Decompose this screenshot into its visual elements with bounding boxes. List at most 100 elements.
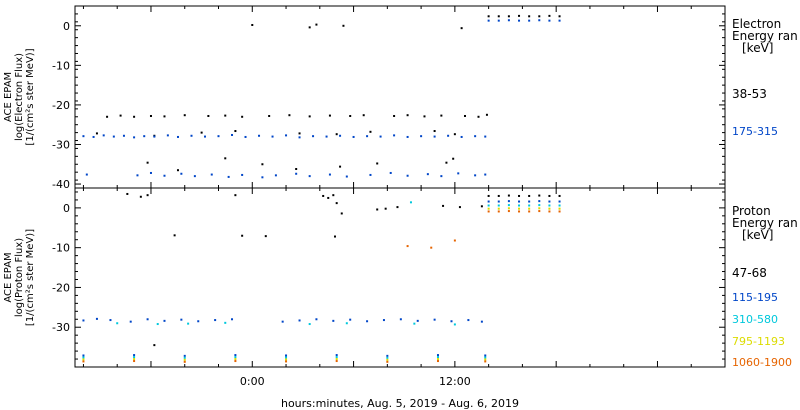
proton-point-47-68	[126, 192, 129, 195]
proton-point-47-68	[442, 204, 445, 207]
electron-point-38-53	[376, 162, 379, 165]
proton-point-47-68	[558, 194, 561, 197]
electron-point-175-315	[426, 173, 429, 176]
electron-point-175-315	[85, 173, 88, 176]
electron-point-38-53	[460, 27, 463, 30]
electron-point-175-315	[474, 174, 477, 177]
proton-y-axis-label-line: [1/(cm²s ster MeV)]	[25, 229, 36, 326]
proton-point-1060-1900	[484, 360, 487, 363]
proton-point-47-68	[507, 194, 510, 197]
electron-point-175-315	[193, 175, 196, 178]
electron-point-38-53	[464, 114, 466, 117]
proton-point-47-68	[528, 194, 531, 197]
electron-point-175-315	[176, 135, 179, 138]
electron-point-38-53	[251, 23, 254, 26]
proton-point-115-195	[183, 354, 186, 357]
electron-point-38-53	[149, 114, 152, 117]
proton-point-1060-1900	[528, 210, 531, 213]
proton-point-115-195	[129, 320, 132, 323]
proton-point-47-68	[153, 344, 156, 347]
proton-point-115-195	[528, 200, 531, 203]
proton-point-47-68	[334, 235, 336, 238]
proton-point-115-195	[416, 319, 419, 322]
electron-point-38-53	[295, 168, 298, 171]
electron-point-175-315	[507, 19, 510, 22]
proton-point-310-580	[116, 322, 119, 325]
electron-point-175-315	[261, 176, 264, 179]
electron-point-175-315	[308, 175, 311, 178]
electron-y-axis-label-line: ACE EPAM	[3, 72, 14, 122]
proton-point-47-68	[384, 207, 387, 210]
proton-point-795-1193	[386, 358, 389, 361]
electron-point-38-53	[308, 26, 311, 29]
proton-point-795-1193	[518, 207, 521, 210]
proton-point-115-195	[484, 354, 487, 357]
electron-point-175-315	[92, 135, 95, 138]
electron-point-175-315	[548, 19, 551, 22]
proton-point-795-1193	[507, 207, 510, 210]
proton-point-115-195	[558, 200, 561, 203]
proton-point-310-580	[518, 204, 521, 207]
proton-point-115-195	[497, 200, 500, 203]
electron-point-38-53	[518, 14, 521, 17]
proton-legend-title-line: Proton	[732, 204, 771, 218]
proton-point-47-68	[497, 194, 500, 197]
proton-point-115-195	[180, 318, 183, 321]
electron-point-175-315	[271, 135, 274, 138]
electron-point-175-315	[379, 135, 382, 138]
proton-point-310-580	[548, 204, 551, 207]
proton-point-1060-1900	[497, 210, 500, 213]
proton-point-115-195	[436, 354, 439, 357]
proton-point-115-195	[133, 354, 136, 357]
proton-point-47-68	[548, 194, 551, 197]
proton-point-310-580	[345, 322, 348, 325]
electron-point-175-315	[538, 19, 541, 22]
electron-point-175-315	[298, 136, 301, 139]
electron-legend-title-line: [keV]	[742, 41, 773, 55]
proton-point-115-195	[467, 319, 470, 322]
electron-point-175-315	[328, 173, 331, 176]
proton-point-115-195	[281, 320, 284, 323]
proton-point-1060-1900	[558, 210, 561, 213]
electron-legend-title-line: Energy ran	[732, 29, 798, 43]
electron-point-175-315	[190, 134, 193, 137]
proton-point-47-68	[146, 194, 149, 197]
electron-point-38-53	[362, 114, 365, 117]
proton-legend-entry: 795-1193	[732, 335, 785, 348]
electron-point-175-315	[447, 134, 450, 137]
proton-legend-title-line: [keV]	[742, 228, 773, 242]
proton-point-310-580	[82, 356, 85, 359]
proton-point-115-195	[332, 319, 335, 322]
electron-point-175-315	[393, 134, 396, 137]
proton-point-115-195	[507, 200, 510, 203]
proton-point-115-195	[386, 354, 389, 357]
electron-point-175-315	[166, 134, 169, 137]
proton-legend-entry: 115-195	[732, 291, 778, 304]
electron-y-tick-label: -10	[52, 59, 70, 72]
electron-point-175-315	[102, 134, 105, 137]
proton-point-47-68	[518, 194, 521, 197]
proton-point-115-195	[366, 320, 369, 323]
electron-point-38-53	[224, 114, 227, 117]
electron-point-175-315	[153, 135, 156, 138]
proton-point-1060-1900	[487, 210, 490, 213]
proton-point-795-1193	[487, 207, 490, 210]
electron-point-38-53	[487, 15, 490, 18]
electron-legend-title-line: Electron	[732, 17, 781, 31]
electron-point-38-53	[485, 113, 488, 116]
electron-point-175-315	[180, 172, 183, 175]
proton-point-115-195	[538, 200, 541, 203]
proton-point-115-195	[285, 354, 288, 357]
electron-point-175-315	[204, 135, 206, 138]
proton-point-47-68	[241, 234, 244, 237]
proton-point-310-580	[528, 204, 531, 207]
proton-point-310-580	[156, 323, 159, 326]
proton-point-795-1193	[133, 358, 136, 361]
electron-point-175-315	[457, 172, 460, 175]
proton-point-795-1193	[558, 207, 561, 210]
electron-point-38-53	[288, 114, 291, 117]
proton-point-1060-1900	[82, 360, 85, 363]
proton-point-115-195	[487, 200, 490, 203]
electron-point-175-315	[433, 135, 436, 138]
